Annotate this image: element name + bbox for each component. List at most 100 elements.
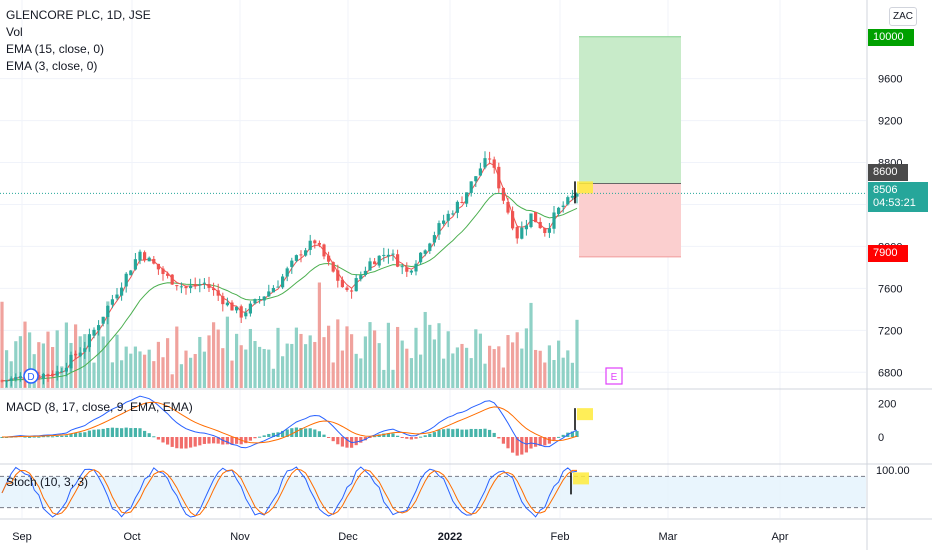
candle-body <box>239 306 243 318</box>
macd-histogram-bar <box>317 431 321 437</box>
candle-body <box>110 299 114 305</box>
candle-body <box>230 302 234 311</box>
macd-histogram-bar <box>271 432 275 437</box>
volume-bar <box>230 360 234 388</box>
volume-bar <box>327 325 331 388</box>
candle-body <box>221 296 225 305</box>
volume-bar <box>106 301 110 388</box>
volume-bar <box>455 347 459 388</box>
volume-bar <box>235 333 239 388</box>
last-price-value: 8506 <box>873 184 898 196</box>
macd-histogram-bar <box>202 437 206 444</box>
candle-body <box>432 235 436 243</box>
candle-body <box>115 294 119 299</box>
volume-bar <box>262 348 266 388</box>
volume-bar <box>14 341 18 388</box>
macd-histogram-bar <box>437 430 441 437</box>
volume-bar <box>570 362 574 388</box>
macd-histogram-bar <box>299 428 303 437</box>
macd-histogram-bar <box>363 437 367 441</box>
candle-body <box>455 201 459 213</box>
candle-body <box>377 255 381 266</box>
candle-body <box>570 195 574 198</box>
volume-bar <box>400 340 404 388</box>
macd-histogram-bar <box>175 437 179 449</box>
volume-bar <box>212 322 216 388</box>
volume-bar <box>483 363 487 388</box>
macd-histogram-bar <box>492 432 496 437</box>
macd-histogram-bar <box>538 437 542 446</box>
macd-histogram-bar <box>216 437 220 444</box>
volume-bar <box>97 325 101 388</box>
volume-bar <box>419 354 423 388</box>
volume-bar <box>377 343 381 388</box>
price-tick-label: 7600 <box>878 283 902 295</box>
macd-histogram-bar <box>557 436 561 438</box>
volume-bar <box>64 322 68 388</box>
stoch-d-line <box>1 468 577 517</box>
macd-histogram-bar <box>290 428 294 437</box>
volume-bar <box>304 344 308 388</box>
candle-body <box>354 278 358 292</box>
macd-histogram-bar <box>64 435 68 437</box>
currency-button[interactable]: ZAC <box>889 7 917 26</box>
volume-bar <box>506 335 510 388</box>
macd-histogram-bar <box>87 430 91 437</box>
candle-body <box>350 290 354 292</box>
candle-body <box>51 373 55 376</box>
macd-histogram-bar <box>60 435 64 437</box>
macd-histogram-bar <box>78 432 82 437</box>
candle-body <box>152 258 156 264</box>
volume-bar <box>492 349 496 388</box>
macd-histogram-bar <box>0 437 4 438</box>
volume-bar <box>5 350 9 388</box>
candle-body <box>170 274 174 285</box>
macd-histogram-bar <box>465 429 469 437</box>
macd-histogram-bar <box>101 428 105 437</box>
legend-stoch: Stoch (10, 3, 3) <box>6 475 89 489</box>
candle-body <box>244 312 248 317</box>
volume-bar <box>225 316 229 388</box>
macd-histogram-bar <box>106 428 110 437</box>
macd-histogram-bar <box>23 436 27 438</box>
candle-body <box>382 254 386 256</box>
volume-bar <box>248 328 252 388</box>
macd-histogram-bar <box>230 437 234 445</box>
candle-body <box>101 316 105 324</box>
candle-body <box>290 260 294 267</box>
candle-body <box>469 181 473 193</box>
candle-body <box>262 296 266 301</box>
bar-countdown: 04:53:21 <box>873 197 916 209</box>
volume-bar <box>290 343 294 388</box>
volume-bar <box>423 311 427 388</box>
candle-body <box>460 201 464 203</box>
volume-bar <box>478 333 482 388</box>
volume-bar <box>437 323 441 388</box>
legend-ema3: EMA (3, close, 0) <box>6 59 98 73</box>
macd-histogram-bar <box>207 437 211 444</box>
macd-histogram-bar <box>386 433 390 437</box>
volume-bar <box>198 336 202 388</box>
macd-histogram-bar <box>570 431 574 437</box>
macd-histogram-bar <box>414 437 418 439</box>
macd-histogram-bar <box>74 432 78 437</box>
volume-bar <box>161 357 165 388</box>
macd-histogram-bar <box>92 429 96 437</box>
volume-bar <box>46 331 50 388</box>
volume-bar <box>345 326 349 388</box>
macd-histogram-bar <box>124 427 128 437</box>
candle-body <box>336 270 340 281</box>
volume-bar <box>442 358 446 388</box>
target-zone <box>579 36 681 184</box>
candle-body <box>120 287 124 296</box>
macd-histogram-bar <box>225 437 229 445</box>
candle-body <box>524 225 528 230</box>
volume-bar <box>543 362 547 388</box>
macd-histogram-bar <box>97 429 101 437</box>
candle-body <box>258 299 262 301</box>
macd-histogram-bar <box>524 437 528 453</box>
macd-histogram-bar <box>382 433 386 437</box>
macd-histogram-bar <box>138 428 142 437</box>
macd-histogram-bar <box>336 437 340 445</box>
